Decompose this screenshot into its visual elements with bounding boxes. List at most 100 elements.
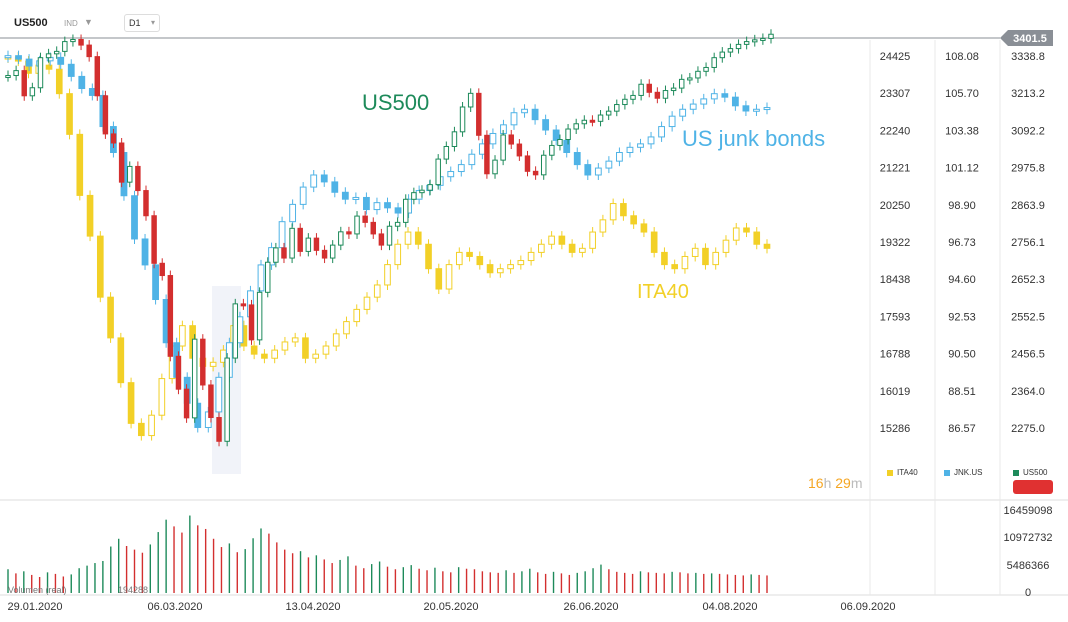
price-tick-label: 17593	[880, 311, 911, 323]
junk-candle	[637, 143, 644, 148]
junk-candle	[257, 264, 265, 292]
junk-candle	[700, 98, 708, 105]
us500-candle	[224, 357, 230, 442]
legend-swatch	[944, 469, 950, 476]
us500-candle	[630, 94, 636, 100]
price-tick-label: 23307	[880, 88, 911, 100]
us500-candle	[110, 133, 117, 144]
us500-candle	[476, 92, 482, 136]
time-tick-label: 26.06.2020	[563, 601, 618, 613]
junk-candle	[299, 186, 307, 205]
price-tick-label: 2364.0	[1011, 386, 1045, 398]
us500-candle	[329, 244, 336, 259]
junk-candle	[763, 107, 771, 111]
us500-candle	[500, 134, 506, 161]
price-tick-label: 21221	[880, 163, 911, 175]
us500-candle	[467, 92, 474, 108]
ita40-candle	[722, 239, 730, 253]
ita40-candle	[312, 353, 320, 359]
ita40-candle	[702, 247, 709, 266]
us500-candle	[451, 131, 458, 147]
junk-candle	[489, 132, 497, 145]
us500-candle	[354, 215, 360, 235]
us500-candle	[78, 38, 84, 46]
us500-candle	[338, 231, 344, 246]
time-tick-label: 06.03.2020	[147, 601, 202, 613]
timeframe-select[interactable]: D1 ▾	[124, 14, 160, 32]
us500-candle	[102, 95, 109, 135]
us500-candle	[695, 70, 701, 79]
us500-candle	[240, 303, 247, 307]
junk-candle	[215, 376, 223, 413]
us500-candle	[273, 247, 279, 263]
junk-candle	[510, 112, 518, 126]
remove-series-button[interactable]	[1013, 480, 1053, 494]
ita40-candle	[650, 231, 658, 253]
countdown-minutes-unit: m	[850, 475, 863, 491]
volume-tick-label: 16459098	[1004, 505, 1053, 517]
ita40-candle	[548, 235, 555, 245]
legend-swatch	[887, 469, 893, 476]
ita40-candle	[404, 231, 412, 245]
symbol-name[interactable]: US500	[14, 17, 48, 29]
us500-candle	[549, 144, 555, 156]
ita40-candle	[107, 296, 114, 339]
ita40-candle	[681, 255, 689, 270]
us500-candle	[362, 215, 368, 223]
ita40-candle	[86, 194, 94, 237]
ita40-candle	[712, 251, 720, 266]
junk-candle	[384, 202, 391, 209]
us500-candle	[45, 53, 52, 59]
price-tag-bg	[1000, 30, 1053, 46]
junk-candle	[626, 146, 634, 154]
chevron-down-icon[interactable]: ▼	[84, 17, 93, 27]
us500-candle	[670, 87, 677, 92]
us500-candle	[492, 159, 498, 175]
us500-candle	[21, 70, 27, 97]
junk-candle	[352, 196, 360, 200]
legend-label: ITA40	[897, 468, 918, 477]
junk-candle	[594, 167, 602, 176]
us500-candle	[321, 249, 328, 259]
us500-candle	[589, 119, 596, 123]
us500-candle	[735, 43, 742, 50]
junk-candle	[310, 174, 318, 188]
junk-candle	[616, 152, 623, 162]
ita40-candle	[353, 308, 361, 323]
ita40-candle	[425, 243, 432, 270]
us500-candle	[86, 44, 92, 58]
ita40-candle	[568, 243, 576, 253]
legend-swatch	[1013, 469, 1019, 476]
us500-candle	[135, 165, 141, 192]
ita40-candle	[281, 341, 289, 351]
us500-candle	[516, 143, 523, 157]
us500-candle	[191, 338, 198, 419]
ita40-candle	[497, 268, 504, 274]
us500-candle	[427, 184, 433, 191]
us500-candle	[297, 227, 303, 252]
junk-candle	[57, 56, 65, 65]
us500-candle	[484, 134, 490, 175]
ita40-candle	[691, 247, 699, 257]
price-tick-label: 16788	[880, 349, 911, 361]
price-tick-label: 2456.5	[1011, 349, 1045, 361]
us500-candle	[768, 33, 774, 39]
junk-candle	[373, 202, 381, 211]
us500-candle	[281, 247, 287, 259]
price-tick-label: 86.57	[948, 423, 976, 435]
ita40-candle	[179, 325, 186, 347]
junk-bonds-annotation: US junk bonds	[682, 126, 825, 151]
us500-candle	[743, 41, 750, 45]
junk-candle	[542, 119, 550, 131]
price-tick-label: 92.53	[948, 311, 976, 323]
us500-candle	[581, 119, 588, 125]
junk-candle	[563, 139, 571, 154]
junk-candle	[573, 152, 581, 166]
ita40-candle	[589, 231, 596, 249]
ita40-candle	[579, 247, 586, 253]
ita40-candle	[486, 264, 494, 274]
price-tick-label: 105.70	[945, 88, 979, 100]
ita40-candle	[127, 382, 135, 424]
us500-candle	[29, 87, 36, 97]
